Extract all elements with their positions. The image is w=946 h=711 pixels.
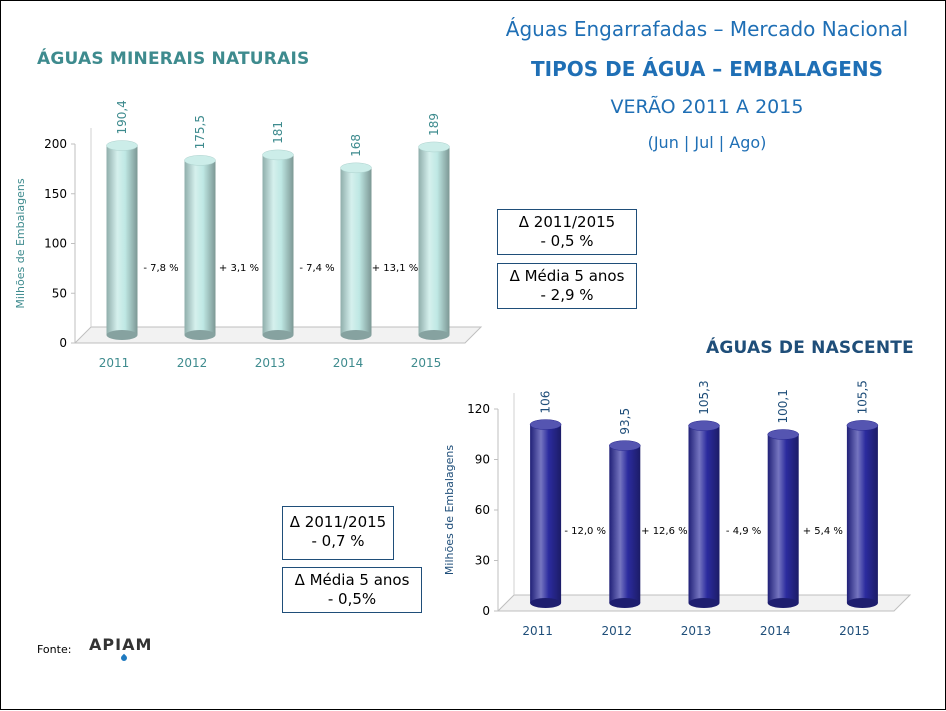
bar-base <box>184 330 216 340</box>
header-subtitle: Águas Engarrafadas – Mercado Nacional <box>505 17 909 41</box>
y-axis-title: Milhões de Embalagens <box>14 178 27 308</box>
nascente-var-label: Δ 2011/2015 <box>289 513 387 531</box>
nascente-var-box: Δ 2011/2015 - 0,7 % <box>282 506 394 560</box>
bar-cap <box>418 141 450 153</box>
bar <box>609 445 641 603</box>
x-tick-label: 2012 <box>177 356 208 370</box>
change-label: - 12,0 % <box>564 526 606 537</box>
y-tick-label: 60 <box>475 503 490 517</box>
minerais-var-box: Δ 2011/2015 - 0,5 % <box>497 209 637 255</box>
bar <box>846 425 878 603</box>
bar-value-label: 181 <box>271 121 285 144</box>
bar-value-label: 189 <box>427 113 441 136</box>
chart-title-nascente: ÁGUAS DE NASCENTE <box>706 338 914 358</box>
bar <box>418 146 450 335</box>
x-tick-label: 2011 <box>99 356 130 370</box>
y-axis-title: Milhões de Embalagens <box>443 445 456 575</box>
bar-value-label: 175,5 <box>193 115 207 149</box>
y-tick-label: 0 <box>482 604 490 618</box>
x-tick-label: 2013 <box>681 624 712 638</box>
bar-base <box>418 330 450 340</box>
bar-base <box>262 330 294 340</box>
change-label: + 13,1 % <box>372 263 419 274</box>
y-tick-label: 200 <box>44 137 67 151</box>
change-label: + 12,6 % <box>641 526 688 537</box>
bar-cap <box>609 440 641 451</box>
source-label: Fonte: <box>37 643 72 656</box>
bar-base <box>688 598 720 608</box>
x-tick-label: 2011 <box>522 624 553 638</box>
bar-value-label: 105,3 <box>697 380 711 414</box>
bar <box>530 424 562 603</box>
bar-base <box>846 598 878 608</box>
bar-base <box>530 598 562 608</box>
bar <box>767 434 799 603</box>
bar-base <box>767 598 799 608</box>
nascente-media-label: Δ Média 5 anos <box>294 571 410 589</box>
header-period: VERÃO 2011 A 2015 <box>610 96 804 118</box>
bar-cap <box>340 162 372 174</box>
x-tick-label: 2014 <box>333 356 364 370</box>
bar-value-label: 93,5 <box>618 408 632 435</box>
bar-cap <box>529 419 562 430</box>
minerais-media-value: - 2,9 % <box>540 286 594 304</box>
y-tick-label: 100 <box>44 237 67 251</box>
bar-value-label: 190,4 <box>115 100 129 134</box>
change-label: + 5,4 % <box>803 526 843 537</box>
bar-base <box>106 330 138 340</box>
chart-title-minerais: ÁGUAS MINERAIS NATURAIS <box>37 49 310 69</box>
header-title: TIPOS DE ÁGUA – EMBALAGENS <box>531 57 883 81</box>
header-months: (Jun | Jul | Ago) <box>647 133 767 152</box>
apiam-logo: APIAM <box>89 635 153 654</box>
change-label: - 4,9 % <box>726 526 761 537</box>
y-tick-label: 150 <box>44 187 67 201</box>
nascente-var-value: - 0,7 % <box>311 532 365 550</box>
bar-base <box>340 330 372 340</box>
y-tick-label: 120 <box>467 402 490 416</box>
bar <box>184 160 216 335</box>
bar-value-label: 105,5 <box>855 380 869 414</box>
y-tick-label: 0 <box>59 336 67 350</box>
minerais-var-value: - 0,5 % <box>540 232 594 250</box>
bar-value-label: 168 <box>349 134 363 157</box>
y-tick-label: 90 <box>475 453 490 467</box>
bar <box>106 145 138 335</box>
minerais-media-label: Δ Média 5 anos <box>509 267 625 285</box>
bar-cap <box>262 149 294 161</box>
x-tick-label: 2015 <box>411 356 442 370</box>
y-tick-label: 30 <box>475 554 490 568</box>
bar-value-label: 106 <box>539 391 553 414</box>
bar-cap <box>846 420 879 431</box>
bar-base <box>609 598 641 608</box>
bar-value-label: 100,1 <box>776 389 790 423</box>
bar-cap <box>184 155 216 166</box>
change-label: + 3,1 % <box>219 263 259 274</box>
change-label: - 7,4 % <box>299 263 334 274</box>
change-label: - 7,8 % <box>143 263 178 274</box>
bar <box>262 154 294 335</box>
x-tick-label: 2015 <box>839 624 870 638</box>
nascente-media-value: - 0,5% <box>327 590 377 608</box>
minerais-media-box: Δ Média 5 anos - 2,9 % <box>497 263 637 309</box>
y-tick-label: 50 <box>52 286 67 300</box>
bar-cap <box>767 429 799 440</box>
nascente-media-box: Δ Média 5 anos - 0,5% <box>282 567 422 613</box>
bar <box>688 425 720 603</box>
minerais-var-label: Δ 2011/2015 <box>518 213 616 231</box>
x-tick-label: 2013 <box>255 356 286 370</box>
bar-cap <box>106 140 138 151</box>
bar <box>340 167 372 335</box>
x-tick-label: 2014 <box>760 624 791 638</box>
x-tick-label: 2012 <box>602 624 633 638</box>
bar-cap <box>688 420 720 431</box>
